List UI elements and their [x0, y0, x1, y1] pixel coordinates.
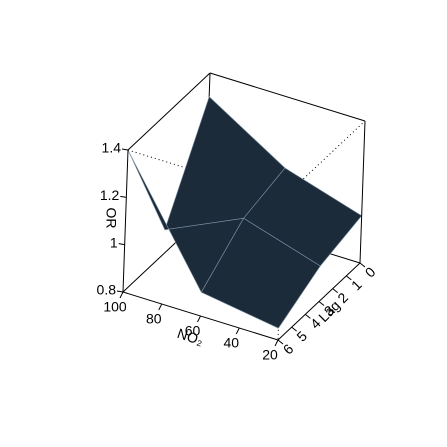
- y-tick: [291, 326, 297, 332]
- x-tick: [119, 291, 124, 299]
- x-tick-label: 20: [262, 347, 278, 363]
- x-tick: [274, 339, 279, 347]
- z-tick-label: 0.8: [97, 282, 117, 298]
- box-edge: [282, 120, 366, 199]
- y-tick: [318, 301, 325, 306]
- y-tick-label: 0: [362, 264, 379, 281]
- x-tick-label: 40: [223, 335, 239, 351]
- x-tick-label: 100: [103, 299, 127, 315]
- x-tick-label: 80: [146, 311, 162, 327]
- x-tick-label: 60: [185, 323, 201, 339]
- z-tick: [118, 243, 125, 246]
- x-tick: [235, 327, 240, 335]
- y-tick-label: 1: [348, 276, 365, 293]
- box-edge: [359, 120, 366, 264]
- y-tick-label: 6: [280, 341, 297, 358]
- x-tick: [158, 303, 163, 311]
- z-tick: [120, 195, 127, 198]
- y-tick: [305, 313, 311, 319]
- y-tick: [346, 275, 352, 281]
- y-tick-label: 5: [293, 328, 310, 345]
- y-tick: [277, 339, 284, 345]
- box-edge: [209, 72, 366, 122]
- z-axis-label: OR: [103, 208, 119, 229]
- surface-facet: [200, 217, 321, 329]
- z-tick: [121, 148, 129, 151]
- x-axis-label: NO₂: [175, 325, 205, 348]
- z-tick: [116, 290, 124, 293]
- box-edge: [127, 72, 211, 151]
- x-tick: [197, 315, 201, 323]
- box-edge: [122, 149, 129, 293]
- y-tick: [332, 288, 338, 294]
- y-tick: [359, 262, 366, 268]
- z-tick-label: 1.2: [100, 187, 120, 203]
- z-tick-label: 1.4: [102, 140, 122, 156]
- z-tick-label: 1: [110, 234, 118, 250]
